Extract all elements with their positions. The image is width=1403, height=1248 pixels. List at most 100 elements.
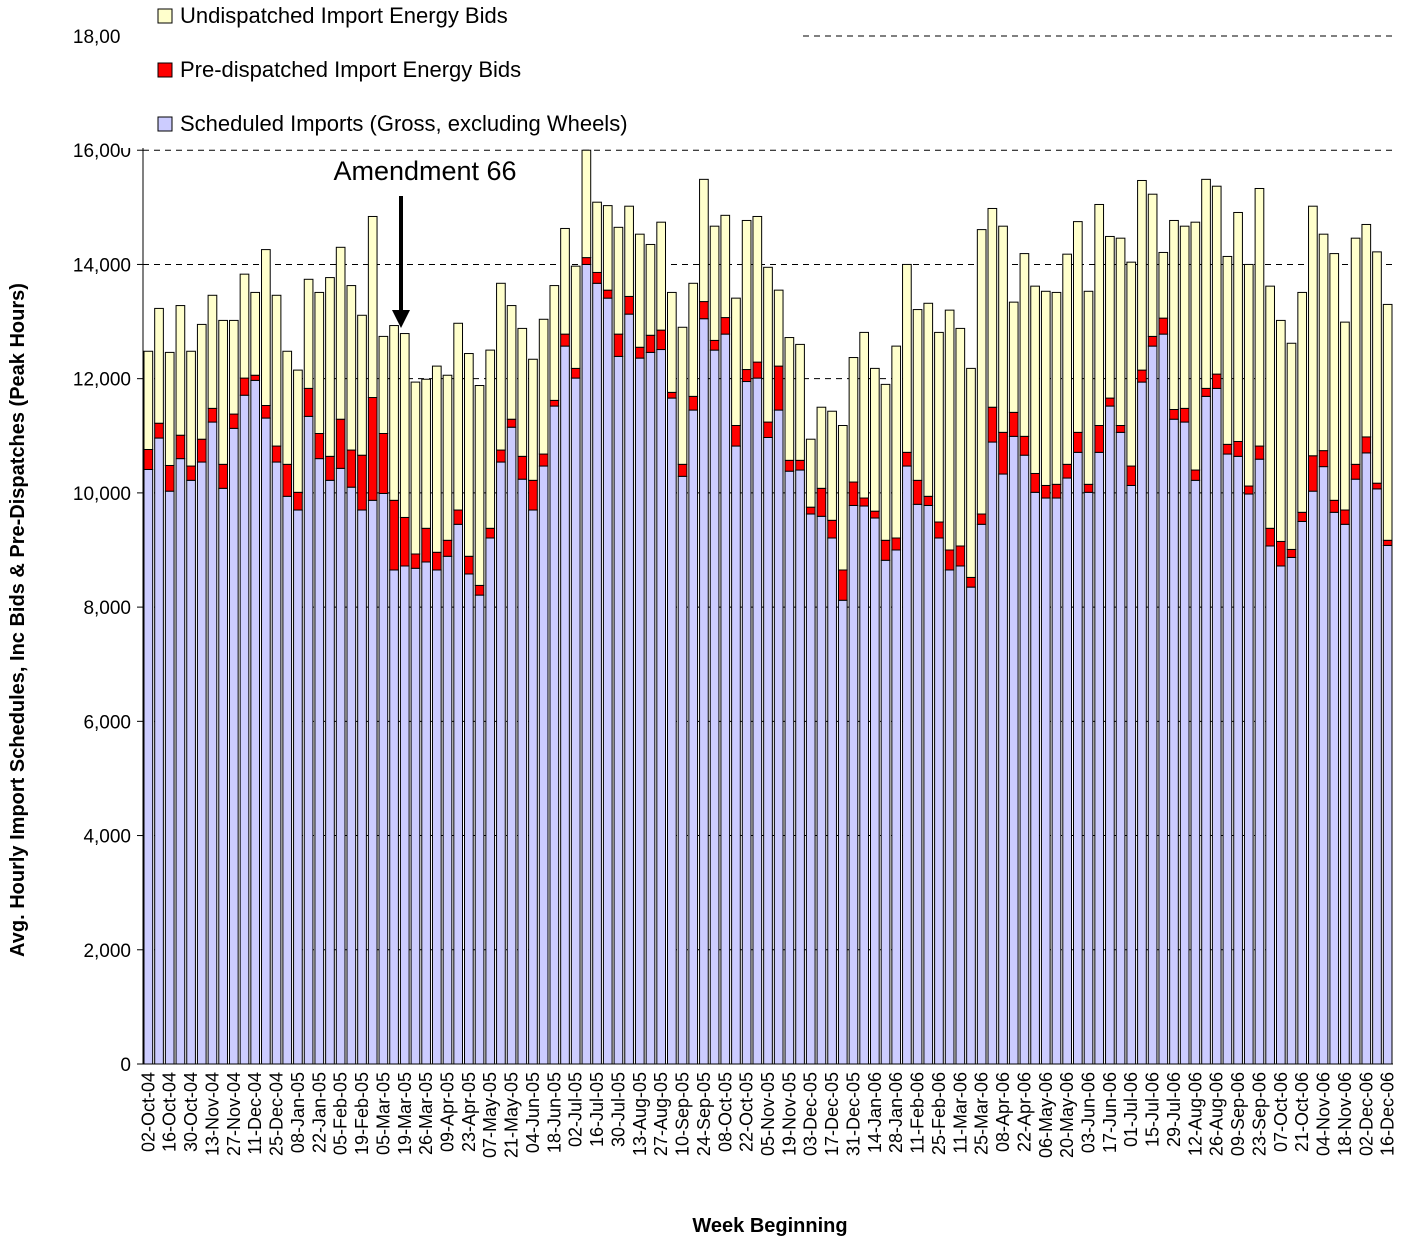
x-tick-label: 04-Jun-05	[523, 1072, 543, 1153]
bar-segment	[218, 463, 228, 489]
bar-segment	[442, 555, 453, 1065]
bar-segment	[474, 594, 485, 1065]
bar-segment	[1094, 424, 1105, 453]
bar-segment	[1382, 539, 1393, 546]
bar-segment	[731, 445, 741, 1065]
bar-segment	[282, 495, 293, 1065]
bar-segment	[496, 461, 506, 1065]
bar-segment	[1105, 235, 1115, 399]
bar-segment	[1372, 251, 1382, 484]
bar-segment	[335, 246, 346, 420]
bar-segment	[293, 369, 303, 493]
bar-segment	[1040, 290, 1051, 486]
bar-segment	[602, 289, 613, 299]
bar-segment	[453, 523, 464, 1065]
bar-segment	[1297, 511, 1308, 522]
bar-segment	[1318, 233, 1329, 452]
bar-segment	[848, 357, 859, 483]
bar-segment	[464, 353, 474, 557]
bar-segment	[538, 465, 549, 1065]
bar-segment	[154, 437, 164, 1065]
bar-segment	[1179, 407, 1190, 423]
bar-segment	[912, 503, 923, 1065]
bar-segment	[506, 426, 517, 1065]
x-tick-label: 19-Feb-05	[352, 1072, 372, 1155]
bar-segment	[634, 233, 645, 348]
bar-segment	[485, 349, 496, 529]
bar-segment	[453, 322, 464, 511]
bar-segment	[1030, 491, 1040, 1065]
bar-segment	[1243, 485, 1254, 495]
bar-segment	[293, 491, 303, 511]
bar-segment	[1169, 418, 1179, 1065]
bar-segment	[1254, 458, 1265, 1065]
bar-segment	[367, 397, 378, 501]
bar-segment	[367, 215, 378, 399]
bar-segment	[1308, 490, 1318, 1065]
bar-segment	[934, 521, 944, 539]
bar-segment	[816, 406, 827, 489]
bar-segment	[453, 509, 464, 525]
bar-segment	[389, 569, 399, 1065]
bar-segment	[1030, 472, 1040, 493]
x-tick-label: 08-Oct-05	[715, 1072, 735, 1152]
y-tick-label: 2,000	[83, 941, 131, 962]
bar-segment	[837, 599, 848, 1065]
bar-segment	[1318, 450, 1329, 468]
bar-segment	[773, 289, 784, 367]
bar-segment	[1340, 509, 1350, 525]
bar-segment	[228, 319, 239, 415]
bar-segment	[752, 361, 763, 379]
bar-segment	[143, 448, 154, 470]
bar-segment	[1372, 482, 1382, 490]
bar-segment	[474, 584, 485, 596]
bar-segment	[1265, 545, 1275, 1065]
x-tick-label: 25-Dec-04	[267, 1072, 287, 1156]
x-tick-label: 05-Nov-05	[758, 1072, 778, 1156]
bar-segment	[399, 565, 410, 1065]
legend-label: Scheduled Imports (Gross, excluding Whee…	[180, 111, 628, 136]
bar-segment	[154, 307, 164, 424]
bar-segment	[196, 323, 207, 440]
bar-segment	[464, 555, 474, 575]
bar-segment	[891, 345, 902, 539]
bar-segment	[944, 309, 955, 551]
bar-segment	[1094, 451, 1105, 1065]
bar-segment	[955, 327, 966, 547]
bar-segment	[1126, 484, 1137, 1065]
bar-segment	[1147, 335, 1158, 347]
bar-segment	[346, 449, 357, 488]
bar-segment	[549, 399, 560, 407]
bar-segment	[1008, 435, 1019, 1065]
bar-segment	[837, 569, 848, 601]
bar-segment	[485, 527, 496, 539]
bar-segment	[1286, 342, 1297, 550]
bar-segment	[677, 326, 688, 465]
bar-segment	[250, 374, 261, 381]
bar-segment	[613, 226, 624, 335]
bar-segment	[784, 470, 795, 1065]
bar-segment	[827, 537, 837, 1065]
bar-segment	[592, 201, 602, 273]
bar-segment	[763, 421, 773, 438]
bar-segment	[1072, 431, 1083, 453]
bar-segment	[1265, 527, 1275, 547]
bar-segment	[1105, 397, 1115, 407]
bar-segment	[880, 539, 891, 561]
bar-segment	[966, 367, 976, 578]
bar-segment	[1158, 251, 1169, 319]
bar-segment	[335, 418, 346, 469]
bar-segment	[1008, 411, 1019, 437]
bar-segment	[1222, 255, 1233, 445]
bar-segment	[442, 374, 453, 541]
bar-segment	[805, 438, 816, 508]
bar-segment	[998, 225, 1008, 433]
bar-segment	[175, 305, 186, 436]
x-tick-label: 11-Mar-06	[950, 1072, 970, 1154]
bar-segment	[581, 149, 592, 259]
bar-segment	[496, 449, 506, 463]
bar-segment	[1382, 544, 1393, 1065]
bar-segment	[186, 465, 196, 481]
y-tick-label: 0	[120, 1055, 131, 1076]
